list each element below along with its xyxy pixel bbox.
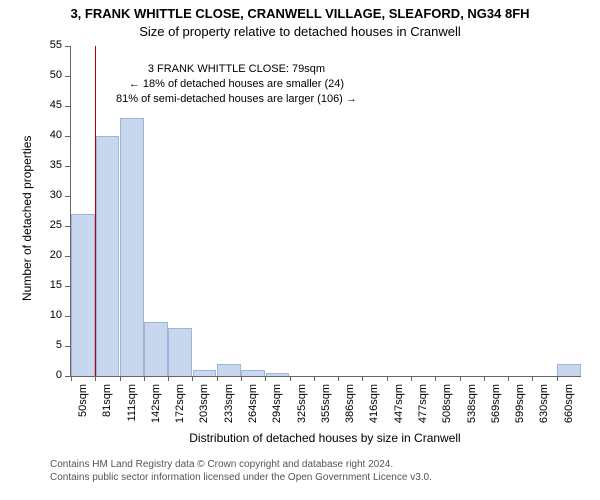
y-tick bbox=[65, 106, 70, 107]
y-tick bbox=[65, 286, 70, 287]
x-tick bbox=[387, 376, 388, 381]
x-tick bbox=[314, 376, 315, 381]
y-tick-label: 15 bbox=[32, 279, 62, 291]
x-tick-label: 50sqm bbox=[77, 384, 89, 424]
x-tick-label: 264sqm bbox=[247, 384, 259, 424]
x-tick-label: 142sqm bbox=[150, 384, 162, 424]
x-tick-label: 508sqm bbox=[441, 384, 453, 424]
x-tick-label: 172sqm bbox=[174, 384, 186, 424]
y-tick-label: 35 bbox=[32, 159, 62, 171]
y-tick bbox=[65, 256, 70, 257]
reference-line bbox=[95, 46, 96, 376]
x-tick-label: 447sqm bbox=[393, 384, 405, 424]
x-tick-label: 355sqm bbox=[320, 384, 332, 424]
y-tick bbox=[65, 76, 70, 77]
chart-subtitle: Size of property relative to detached ho… bbox=[0, 24, 600, 39]
footer-line: Contains public sector information licen… bbox=[50, 471, 432, 484]
x-tick bbox=[362, 376, 363, 381]
y-tick-label: 40 bbox=[32, 129, 62, 141]
y-tick-label: 45 bbox=[32, 99, 62, 111]
x-tick-label: 294sqm bbox=[271, 384, 283, 424]
x-tick bbox=[192, 376, 193, 381]
y-tick-label: 50 bbox=[32, 69, 62, 81]
x-tick-label: 416sqm bbox=[368, 384, 380, 424]
histogram-bar bbox=[557, 364, 581, 376]
x-tick-label: 111sqm bbox=[126, 384, 138, 424]
x-tick-label: 477sqm bbox=[417, 384, 429, 424]
x-tick bbox=[241, 376, 242, 381]
annotation-line: 3 FRANK WHITTLE CLOSE: 79sqm bbox=[116, 62, 357, 77]
x-tick-label: 569sqm bbox=[490, 384, 502, 424]
y-tick-label: 20 bbox=[32, 249, 62, 261]
y-tick bbox=[65, 46, 70, 47]
y-tick-label: 30 bbox=[32, 189, 62, 201]
y-tick bbox=[65, 226, 70, 227]
x-tick bbox=[411, 376, 412, 381]
x-tick-label: 599sqm bbox=[514, 384, 526, 424]
x-axis-label: Distribution of detached houses by size … bbox=[70, 431, 580, 445]
annotation-line: 81% of semi-detached houses are larger (… bbox=[116, 92, 357, 107]
x-tick bbox=[508, 376, 509, 381]
x-tick bbox=[120, 376, 121, 381]
x-tick bbox=[435, 376, 436, 381]
x-tick-label: 660sqm bbox=[563, 384, 575, 424]
x-tick-label: 630sqm bbox=[538, 384, 550, 424]
y-tick-label: 10 bbox=[32, 309, 62, 321]
histogram-bar bbox=[96, 136, 120, 376]
x-tick bbox=[290, 376, 291, 381]
x-tick-label: 81sqm bbox=[101, 384, 113, 424]
x-tick bbox=[95, 376, 96, 381]
histogram-bar bbox=[193, 370, 217, 376]
histogram-bar bbox=[217, 364, 241, 376]
y-tick bbox=[65, 316, 70, 317]
histogram-bar bbox=[144, 322, 168, 376]
y-tick-label: 55 bbox=[32, 39, 62, 51]
property-size-histogram: 3, FRANK WHITTLE CLOSE, CRANWELL VILLAGE… bbox=[0, 0, 600, 500]
y-tick bbox=[65, 196, 70, 197]
y-tick-label: 5 bbox=[32, 339, 62, 351]
footer-line: Contains HM Land Registry data © Crown c… bbox=[50, 458, 432, 471]
x-tick-label: 538sqm bbox=[466, 384, 478, 424]
x-tick-label: 203sqm bbox=[198, 384, 210, 424]
y-tick-label: 25 bbox=[32, 219, 62, 231]
attribution-footer: Contains HM Land Registry data © Crown c… bbox=[50, 458, 432, 484]
x-tick bbox=[484, 376, 485, 381]
y-tick bbox=[65, 166, 70, 167]
x-tick bbox=[532, 376, 533, 381]
histogram-bar bbox=[120, 118, 144, 376]
histogram-bar bbox=[71, 214, 95, 376]
histogram-bar bbox=[266, 373, 290, 376]
x-tick bbox=[144, 376, 145, 381]
y-tick-label: 0 bbox=[32, 369, 62, 381]
x-tick bbox=[168, 376, 169, 381]
x-tick bbox=[338, 376, 339, 381]
x-tick bbox=[557, 376, 558, 381]
x-tick bbox=[217, 376, 218, 381]
x-tick bbox=[460, 376, 461, 381]
x-tick bbox=[71, 376, 72, 381]
x-tick-label: 386sqm bbox=[344, 384, 356, 424]
summary-annotation-box: 3 FRANK WHITTLE CLOSE: 79sqm ← 18% of de… bbox=[110, 60, 363, 109]
x-tick-label: 325sqm bbox=[296, 384, 308, 424]
annotation-line: ← 18% of detached houses are smaller (24… bbox=[116, 77, 357, 92]
y-tick bbox=[65, 346, 70, 347]
x-tick-label: 233sqm bbox=[223, 384, 235, 424]
y-tick bbox=[65, 136, 70, 137]
chart-title-address: 3, FRANK WHITTLE CLOSE, CRANWELL VILLAGE… bbox=[0, 6, 600, 21]
histogram-bar bbox=[168, 328, 192, 376]
x-tick bbox=[265, 376, 266, 381]
histogram-bar bbox=[241, 370, 265, 376]
y-tick bbox=[65, 376, 70, 377]
